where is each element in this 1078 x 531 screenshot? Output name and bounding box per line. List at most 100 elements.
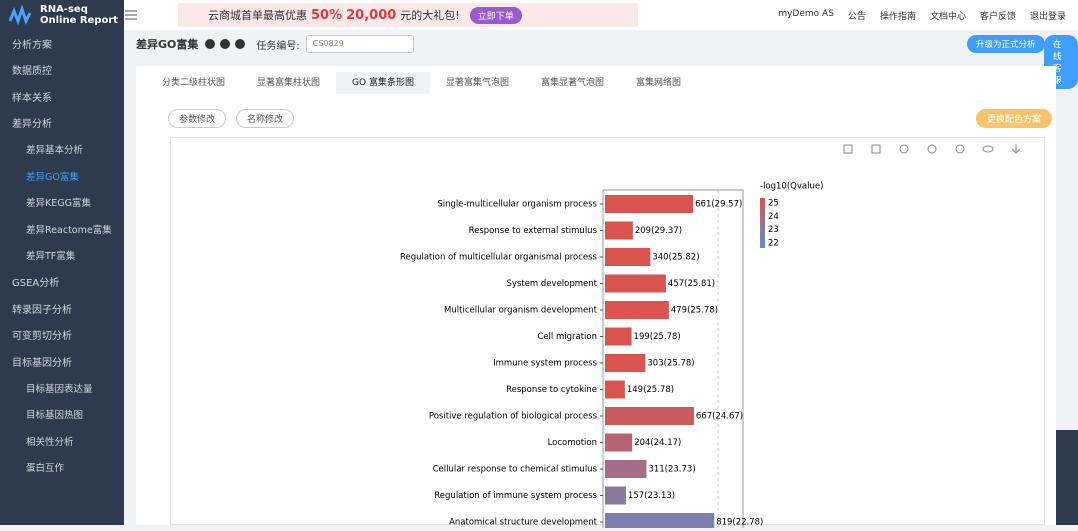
header-button[interactable]: 升级为正式分析	[967, 35, 1045, 53]
menu: 分析方案数据质控样本关系差异分析差异基本分析 差异GO富集 差异KEGG富集差异Re…	[0, 30, 124, 481]
menu-item[interactable]: 目标基因分析	[12, 357, 72, 369]
category-label: Locomotion	[548, 438, 597, 448]
category-label: Cell migration	[537, 332, 597, 342]
value-label: 157(23.13)	[628, 491, 675, 501]
toolbar-button[interactable]: 名称修改	[236, 109, 295, 128]
logo-icon	[8, 5, 32, 25]
legend-tick: 23	[768, 225, 779, 235]
menu-item[interactable]: 差异分析	[12, 119, 52, 131]
legend-tick: 24	[768, 212, 779, 222]
chart-tools[interactable]	[843, 144, 1021, 154]
value-label: 819(22.78)	[716, 518, 763, 528]
category-label: Positive regulation of biological proces…	[429, 412, 598, 422]
menu-item[interactable]: 样本关系	[12, 92, 52, 104]
value-label: 661(29.57)	[695, 200, 742, 210]
float-tools[interactable]	[1056, 430, 1078, 525]
value-label: 149(25.78)	[627, 385, 674, 395]
bar	[605, 513, 715, 531]
category-label: Cellular response to chemical stimulus	[433, 465, 598, 475]
category-label: Response to external stimulus	[469, 226, 598, 236]
tab[interactable]: 富集显著气泡图	[540, 78, 604, 88]
bar	[605, 460, 647, 478]
top-link[interactable]: 公告	[847, 11, 866, 22]
submenu-item[interactable]: 蛋白互作	[26, 463, 65, 475]
category-label: Response to cytokine	[506, 385, 597, 395]
logo-line: Online Report	[40, 15, 119, 26]
top-links: myDemo AS 公告 操作指南 文档中心 客户反馈 退出登录	[778, 9, 1066, 22]
bar	[605, 195, 694, 213]
chart-container: Single-multicellular organism process 661…	[170, 137, 1045, 531]
bar	[605, 301, 669, 319]
banner[interactable]: 云商城首单最高优惠 50% 20,000 元的大礼包! 立即下单	[178, 3, 638, 27]
category-label: Anatomical structure development	[449, 518, 598, 528]
menu-toggle[interactable]	[124, 9, 138, 21]
value-label: 667(24.67)	[696, 412, 743, 422]
tab[interactable]: 显著富集柱状图	[257, 78, 321, 88]
main: 差异GO富集 任务编号: CS0829 升级为正式分析 在线客服 分类二级柱状图显…	[124, 30, 1078, 531]
task-label: 任务编号:	[256, 40, 300, 52]
tab[interactable]: 分类二级柱状图	[162, 78, 226, 88]
value-label: 311(23.73)	[648, 465, 695, 475]
banner-amount: 20,000	[346, 7, 397, 23]
header-icons[interactable]	[204, 38, 250, 50]
plot-frame	[602, 189, 744, 531]
menu-item[interactable]: 可变剪切分析	[12, 331, 72, 343]
category-label: System development	[507, 279, 598, 289]
submenu-item[interactable]: 差异TF富集	[26, 251, 76, 263]
content-panel: 分类二级柱状图 显著富集柱状图 GO 富集条形图 显著富集气泡图 富集显著气泡图 富集网络…	[136, 66, 1056, 531]
submenu-item[interactable]: 差异基本分析	[26, 145, 84, 157]
page-title: 差异GO富集	[136, 38, 199, 51]
legend-colorbar	[760, 198, 765, 248]
submenu-item[interactable]: 差异Reactome富集	[26, 224, 112, 236]
menu-item[interactable]: GSEA分析	[12, 278, 60, 290]
category-label: Single-multicellular organism process	[437, 200, 597, 210]
bar	[605, 407, 694, 425]
logo: RNA-seq Online Report	[0, 0, 124, 30]
banner-button[interactable]: 立即下单	[469, 6, 522, 24]
submenu-item[interactable]: 差异GO富集	[26, 171, 79, 183]
top-link[interactable]: 客户反馈	[979, 11, 1016, 22]
bar	[605, 354, 646, 372]
top-link[interactable]: 操作指南	[879, 11, 916, 22]
bar	[605, 327, 632, 346]
legend-tick: 25	[768, 199, 779, 209]
bar	[605, 486, 626, 505]
sidebar: RNA-seq Online Report 分析方案数据质控样本关系差异分析差异基…	[0, 0, 124, 525]
menu-item[interactable]: 转录因子分析	[12, 304, 72, 316]
value-label: 303(25.78)	[647, 359, 694, 369]
submenu-item[interactable]: 相关性分析	[26, 436, 74, 448]
submenu-item[interactable]: 目标基因热图	[26, 410, 84, 422]
tab[interactable]: 富集网络图	[635, 78, 681, 88]
topbar: 云商城首单最高优惠 50% 20,000 元的大礼包! 立即下单 myDemo AS 公告…	[124, 0, 1078, 30]
top-link[interactable]: 文档中心	[929, 11, 966, 22]
header: 差异GO富集 任务编号: CS0829	[124, 30, 1078, 58]
menu-item[interactable]: 分析方案	[12, 39, 52, 51]
bar	[605, 274, 666, 293]
tab[interactable]: 显著富集气泡图	[445, 78, 509, 88]
category-label: Regulation of immune system process	[434, 491, 597, 501]
tab[interactable]: GO 富集条形图	[336, 72, 430, 94]
color-button[interactable]: 更换配色方案	[976, 109, 1053, 128]
submenu-item[interactable]: 差异KEGG富集	[26, 198, 91, 210]
task-select[interactable]: CS0829	[305, 35, 414, 53]
bar	[605, 221, 633, 240]
category-label: Multicellular organism development	[444, 306, 598, 316]
value-label: 204(24.17)	[634, 438, 681, 448]
value-label: 199(25.78)	[634, 332, 681, 342]
chart: Single-multicellular organism process 661…	[400, 144, 1021, 531]
toolbar-button[interactable]: 参数修改	[168, 109, 227, 128]
submenu-item[interactable]: 目标基因表达量	[26, 383, 93, 395]
bar	[605, 380, 625, 399]
bar	[605, 248, 651, 266]
value-label: 209(29.37)	[635, 226, 682, 236]
menu-item[interactable]: 数据质控	[12, 66, 52, 78]
value-label: 457(25.81)	[668, 279, 715, 289]
top-link[interactable]: 退出登录	[1029, 11, 1066, 22]
value-label: 340(25.82)	[652, 253, 699, 263]
legend-title: -log10(Qvalue)	[760, 182, 823, 192]
category-label: Regulation of multicellular organismal p…	[400, 253, 598, 263]
category-label: Immune system process	[493, 359, 597, 369]
bar	[605, 433, 633, 452]
user[interactable]: myDemo AS	[778, 8, 834, 19]
